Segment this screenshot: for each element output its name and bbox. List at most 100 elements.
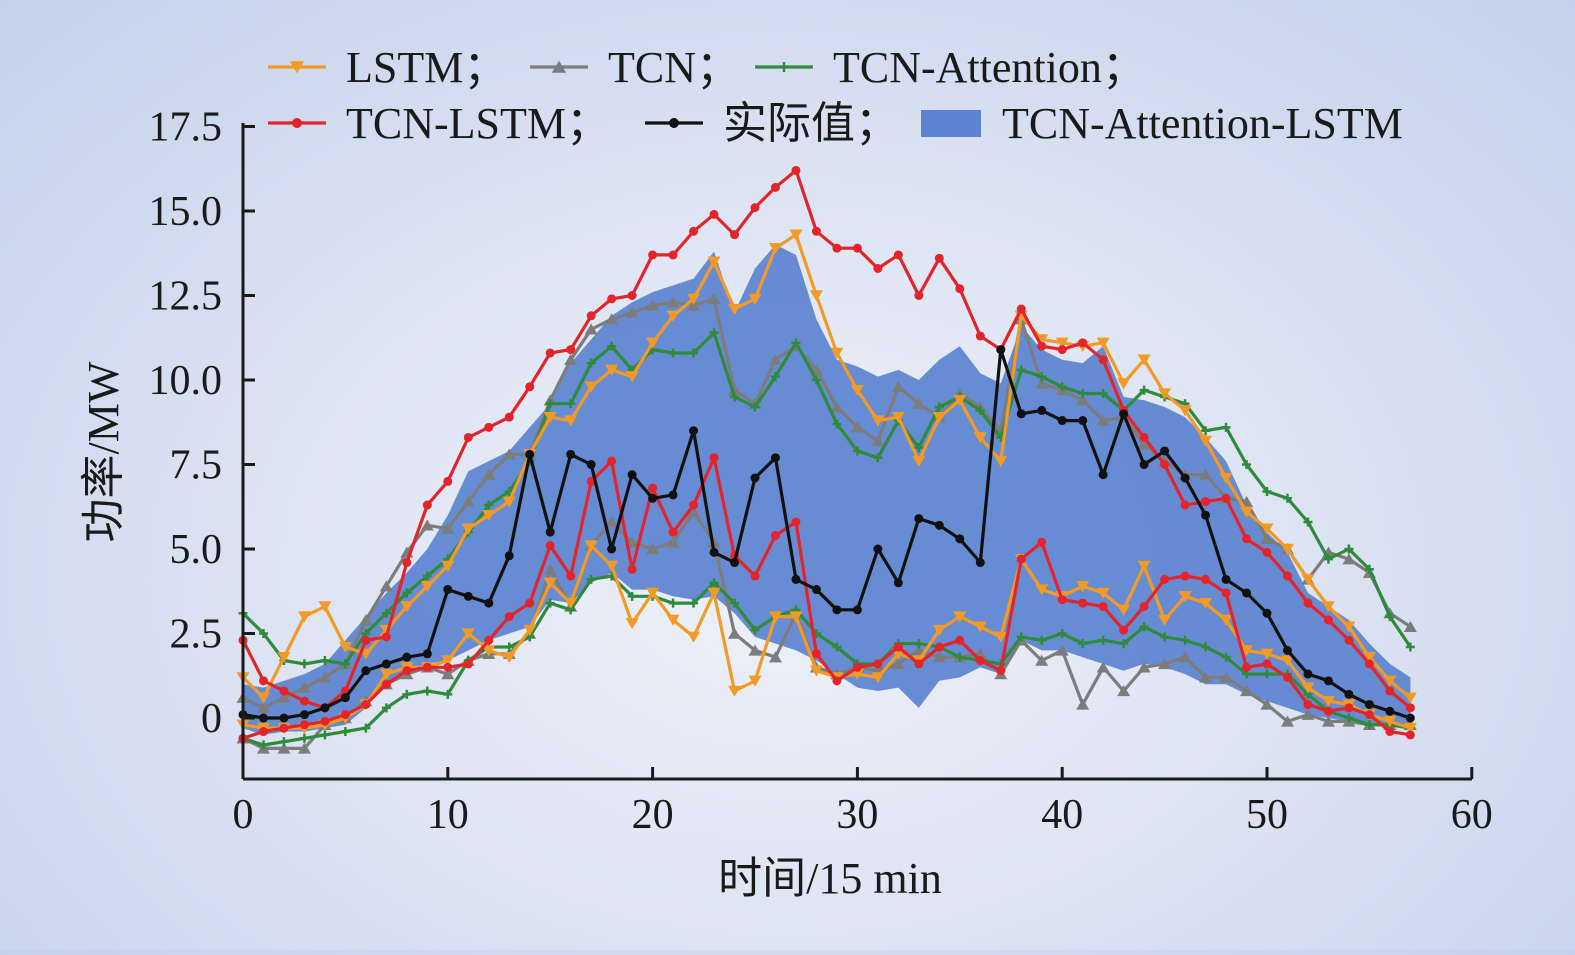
series-actual-point	[1303, 669, 1313, 679]
series-tcn-attention-lower-point	[1364, 720, 1374, 730]
series-tcn-lstm-lower-point	[1364, 710, 1374, 720]
series-tcn-lstm-upper-point	[1385, 686, 1395, 696]
series-actual-point	[1098, 470, 1108, 480]
series-tcn-attention-upper-point	[1323, 554, 1333, 564]
series-actual-point	[627, 470, 637, 480]
series-tcn-upper-point	[1035, 377, 1049, 389]
series-tcn-lstm-lower-point	[1201, 574, 1211, 584]
series-tcn-lstm-lower-point	[1139, 601, 1149, 611]
series-tcn-lstm-lower-point	[361, 699, 371, 709]
y-tick-label: 5.0	[170, 527, 223, 573]
series-tcn-lstm-upper-point	[525, 382, 535, 392]
y-tick-label: 17.5	[149, 105, 223, 151]
series-actual-point	[996, 345, 1006, 355]
series-tcn-lstm-lower-point	[1119, 625, 1129, 635]
series-tcn-lstm-upper-point	[893, 250, 903, 260]
series-actual-point	[770, 453, 780, 463]
series-tcn-lower-point	[1280, 715, 1294, 727]
series-tcn-attention-upper-point	[914, 443, 924, 453]
series-layer	[236, 165, 1417, 754]
series-lstm-upper-point	[1403, 692, 1417, 704]
series-tcn-lower-point	[1158, 658, 1172, 670]
series-tcn-attention-upper-point	[730, 392, 740, 402]
band-tcn-attention-lstm	[243, 244, 1411, 735]
series-tcn-upper-point	[297, 681, 311, 693]
series-tcn-upper-point	[584, 323, 598, 335]
series-lstm-lower-point	[482, 645, 496, 657]
series-tcn-attention-upper-point	[1262, 487, 1272, 497]
x-tick-label: 50	[1246, 792, 1288, 838]
series-tcn-lower-point	[277, 742, 291, 754]
series-lstm-upper-point	[973, 432, 987, 444]
series-tcn-lstm-lower-point	[545, 541, 555, 551]
series-lstm-lower-point	[850, 668, 864, 680]
series-tcn-attention-lower-point	[320, 730, 330, 740]
series-tcn-lstm-upper-point	[648, 250, 658, 260]
series-actual-point	[1262, 608, 1272, 618]
series-actual-point	[1385, 706, 1395, 716]
series-lstm-lower-point	[1383, 716, 1397, 728]
y-tick-label: 7.5	[170, 443, 223, 489]
series-lstm-upper-point	[830, 347, 844, 359]
series-tcn-lstm-upper-point	[1139, 432, 1149, 442]
legend-label-lstm: LSTM；	[346, 43, 507, 92]
series-tcn-attention-lower-point	[730, 598, 740, 608]
series-lstm-upper-point	[891, 411, 905, 424]
series-lstm-upper-point	[809, 290, 823, 302]
series-tcn-lstm-lower-point	[627, 564, 637, 574]
series-tcn-lstm-upper-point	[975, 331, 985, 341]
series-lstm-lower-point	[994, 631, 1008, 643]
series-tcn-attention-lower-point	[1037, 635, 1047, 645]
series-actual-point	[893, 578, 903, 588]
series-tcn-attention-lower-point	[1201, 642, 1211, 652]
series-tcn-lstm-upper-point	[709, 209, 719, 219]
series-tcn-lstm	[238, 165, 1415, 743]
series-tcn-lstm-lower-point	[1160, 574, 1170, 584]
series-tcn-attention-upper-point	[770, 372, 780, 382]
series-tcn-lstm-upper-point	[914, 291, 924, 300]
series-tcn-attention-upper-point	[1057, 382, 1067, 392]
series-tcn-lstm-lower-point	[709, 453, 719, 463]
series-lstm-lower-point	[543, 577, 557, 589]
series-lstm-lower-point	[1076, 580, 1090, 593]
legend-item-tcn-attention: TCN-Attention；	[755, 43, 1146, 92]
series-tcn-lstm-upper-point	[1282, 571, 1292, 581]
series-tcn-attention-lower-point	[340, 727, 350, 737]
series-lstm-lower-point	[1035, 584, 1049, 596]
series-tcn-lstm-lower-point	[1344, 703, 1354, 713]
series-tcn-lower-point	[1117, 685, 1131, 697]
series-lstm-upper-point	[625, 371, 639, 383]
series-tcn-lstm-upper-point	[1160, 460, 1170, 469]
series-lstm-lower-point	[1403, 722, 1417, 734]
series-lstm-lower-point	[625, 618, 639, 630]
band-layer	[243, 244, 1411, 735]
series-tcn-upper-point	[850, 421, 864, 433]
series-lstm-lower-point	[1178, 591, 1192, 603]
series-actual-point	[586, 460, 596, 469]
series-tcn-upper-point	[1403, 620, 1417, 632]
series-tcn-attention-upper-point	[1344, 544, 1354, 554]
series-lstm-lower-point	[707, 587, 721, 599]
series-actual-point	[525, 449, 535, 459]
series-tcn-lstm-upper-point	[299, 696, 309, 706]
series-tcn-lower-point	[1321, 715, 1335, 727]
series-tcn-lstm-lower-point	[1405, 730, 1415, 740]
series-actual-point	[955, 534, 965, 544]
series-tcn-attention-upper-point	[1364, 564, 1374, 574]
series-tcn-attention-upper-point	[1078, 389, 1088, 399]
series-actual-point	[1078, 416, 1088, 426]
series-tcn-lower-line	[242, 510, 1411, 751]
series-tcn-attention-lower-point	[1057, 629, 1067, 638]
series-tcn-lstm-lower-point	[873, 659, 883, 669]
series-lstm-upper-point	[420, 580, 434, 593]
series-tcn-attention-lower-point	[668, 598, 678, 608]
series-lstm-lower-point	[1301, 682, 1315, 694]
series-actual-point	[1180, 473, 1190, 483]
series-lstm-lower-point	[1137, 560, 1151, 572]
series-tcn-lstm-upper-point	[770, 182, 780, 192]
series-tcn-lstm-upper-point	[1016, 304, 1026, 314]
series-actual-point	[1344, 689, 1354, 699]
series-lstm-lower-point	[1280, 655, 1294, 667]
series-tcn-lstm-upper-point	[504, 412, 514, 422]
